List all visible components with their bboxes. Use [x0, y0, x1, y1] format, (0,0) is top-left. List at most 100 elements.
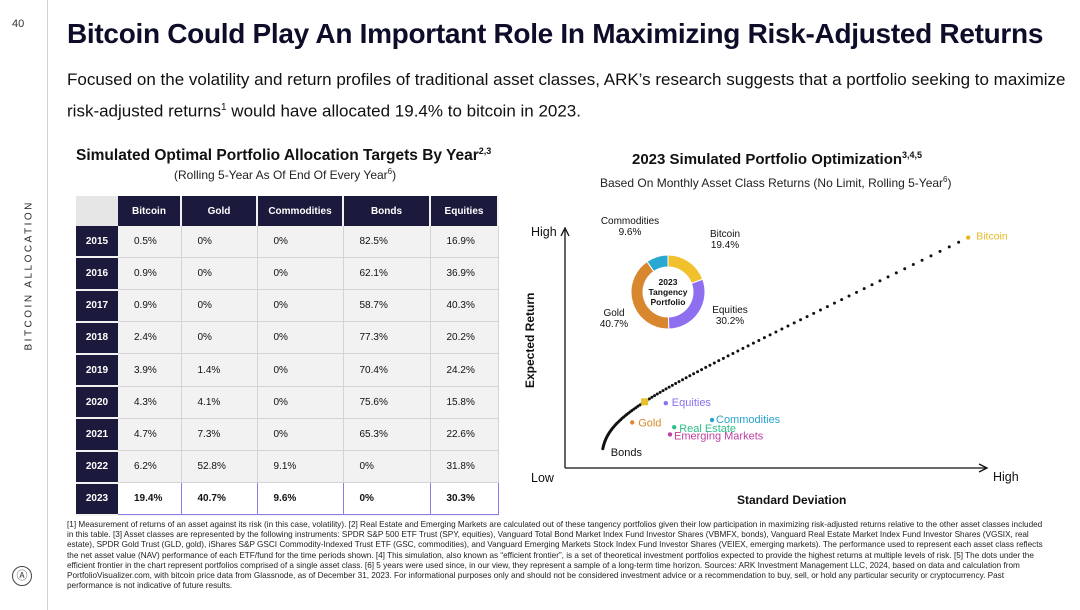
frontier-point [768, 333, 772, 337]
bonds-cell: 75.6% [343, 386, 431, 419]
frontier-point [929, 254, 933, 258]
table-row: 2015 0.5% 0% 0% 82.5% 16.9% [76, 226, 499, 259]
table-row: 2021 4.7% 7.3% 0% 65.3% 22.6% [76, 418, 499, 452]
asset-label-equities: Equities [672, 397, 712, 409]
year-cell: 2015 [76, 226, 118, 259]
frontier-point [708, 363, 712, 367]
gold-cell: 40.7% [181, 482, 258, 516]
donut-center-label: Tangency [648, 287, 687, 297]
table-row-highlighted: 2023 19.4% 40.7% 9.6% 0% 30.3% [76, 482, 499, 516]
commodities-cell: 0% [257, 289, 344, 323]
bonds-cell: 0% [343, 450, 431, 484]
frontier-point [664, 387, 668, 391]
asset-point-bitcoin [966, 235, 971, 240]
bitcoin-cell: 0.9% [118, 257, 182, 291]
page-title: Bitcoin Could Play An Important Role In … [67, 18, 1044, 49]
chart-subtitle-footnote: 6 [943, 175, 948, 184]
gold-cell: 0% [181, 289, 258, 323]
frontier-point [786, 324, 790, 328]
y-axis-high-label: High [531, 225, 557, 239]
frontier-point [658, 390, 662, 394]
equities-cell: 16.9% [430, 226, 499, 258]
gold-cell: 7.3% [181, 418, 258, 452]
chart-subtitle-text: Based On Monthly Asset Class Returns (No… [600, 176, 944, 190]
frontier-point [774, 330, 778, 334]
donut-value-bitcoin: 19.4% [711, 240, 739, 251]
donut-value-commodities: 9.6% [619, 227, 642, 238]
table-row: 2019 3.9% 1.4% 0% 70.4% 24.2% [76, 353, 499, 388]
y-axis-low-label: Low [531, 471, 555, 485]
year-cell: 2023 [76, 482, 118, 516]
frontier-point [670, 383, 674, 387]
col-header-bitcoin: Bitcoin [118, 196, 182, 227]
frontier-point [638, 403, 642, 407]
table-row: 2020 4.3% 4.1% 0% 75.6% 15.8% [76, 386, 499, 420]
frontier-point [855, 290, 859, 294]
gold-cell: 4.1% [181, 386, 258, 419]
table-title-text: Simulated Optimal Portfolio Allocation T… [76, 147, 479, 165]
table-row: 2022 6.2% 52.8% 9.1% 0% 31.8% [76, 450, 499, 484]
tangency-point-marker [641, 398, 649, 406]
commodities-cell: 0% [257, 321, 344, 355]
asset-point-real-estate [672, 425, 677, 430]
commodities-cell: 9.1% [257, 450, 344, 484]
table-subtitle-end: ) [392, 168, 397, 182]
subtitle-footnote-ref: 1 [221, 102, 227, 113]
donut-label-equities: Equities [712, 305, 748, 316]
frontier-point [894, 271, 898, 275]
table-row: 2016 0.9% 0% 0% 62.1% 36.9% [76, 257, 499, 291]
asset-point-gold [630, 420, 635, 425]
frontier-point [805, 315, 809, 319]
bonds-cell: 70.4% [343, 353, 431, 387]
bonds-cell: 62.1% [343, 257, 431, 291]
table-corner [76, 196, 118, 227]
frontier-point [647, 397, 651, 401]
year-cell: 2017 [76, 289, 118, 323]
table-header-row: Bitcoin Gold Commodities Bonds Equities [76, 196, 499, 227]
table-subtitle: (Rolling 5-Year As Of End Of Every Year6… [174, 167, 396, 182]
donut-value-equities: 30.2% [716, 316, 744, 327]
efficient-frontier-chart: High Low High Standard Deviation Expected Re… [523, 216, 1019, 507]
col-header-commodities: Commodities [257, 196, 344, 227]
year-cell: 2020 [76, 386, 118, 420]
gold-cell: 0% [181, 226, 258, 258]
frontier-point [862, 287, 866, 291]
equities-cell: 24.2% [430, 353, 499, 387]
frontier-point [684, 376, 688, 380]
frontier-point [832, 301, 836, 305]
chart-subtitle: Based On Monthly Asset Class Returns (No… [600, 175, 952, 190]
frontier-point [681, 378, 685, 382]
allocation-table: Bitcoin Gold Commodities Bonds Equities … [76, 196, 499, 516]
sidebar-divider [47, 0, 48, 610]
frontier-point [677, 380, 681, 384]
frontier-point [792, 321, 796, 325]
table-subtitle-footnote: 6 [387, 167, 393, 176]
frontier-point [751, 341, 755, 345]
bitcoin-cell: 4.7% [118, 418, 182, 452]
frontier-point [840, 298, 844, 302]
gold-cell: 0% [181, 257, 258, 291]
chart-subtitle-end: ) [947, 176, 952, 190]
frontier-point [812, 311, 816, 315]
frontier-point [920, 258, 924, 262]
frontier-point [825, 305, 829, 309]
asset-label-bonds: Bonds [611, 447, 643, 459]
bonds-cell: 82.5% [343, 226, 431, 258]
frontier-point [661, 389, 665, 393]
frontier-point [780, 327, 784, 331]
donut-center-label: Portfolio [651, 297, 686, 307]
ark-logo-icon: Ⓐ [12, 566, 32, 586]
table-subtitle-text: (Rolling 5-Year As Of End Of Every Year [174, 168, 388, 182]
commodities-cell: 0% [257, 226, 344, 258]
table-title-footnote: 2,3 [478, 146, 492, 156]
asset-point-emerging-markets [667, 432, 673, 437]
donut-slice-commodities [646, 254, 669, 273]
bonds-cell: 0% [343, 482, 431, 516]
chart-title: 2023 Simulated Portfolio Optimization3,4… [632, 150, 922, 168]
year-cell: 2018 [76, 321, 118, 355]
subtitle-text-2: would have allocated 19.4% to bitcoin in… [226, 101, 581, 121]
table-title: Simulated Optimal Portfolio Allocation T… [76, 146, 491, 165]
section-label: BITCOIN ALLOCATION [23, 200, 35, 351]
col-header-equities: Equities [430, 196, 499, 227]
frontier-point [847, 294, 851, 298]
